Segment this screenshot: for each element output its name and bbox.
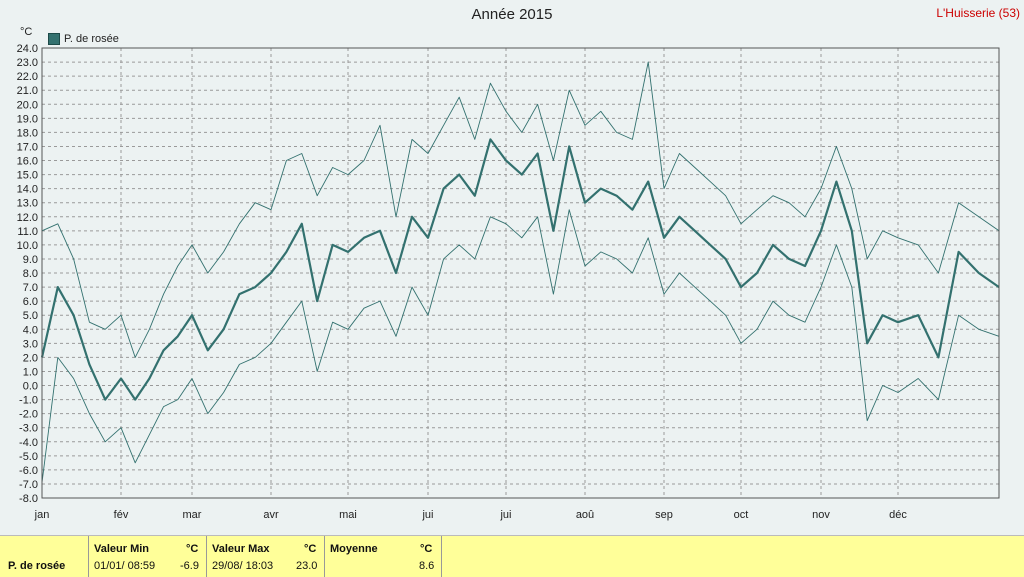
min-label: Valeur Min bbox=[94, 543, 150, 555]
x-tick-label: jan bbox=[34, 509, 50, 521]
x-axis-ticks: jan fév mar avr mai jui jui aoû sep oct nov déc bbox=[34, 509, 908, 521]
y-tick-label: 21.0 bbox=[17, 85, 38, 97]
chart-title: Année 2015 bbox=[471, 6, 553, 23]
stats-footer: P. de rosée Valeur Min °C 01/01/ 08:59 -… bbox=[0, 535, 1024, 577]
y-tick-label: -1.0 bbox=[19, 395, 38, 407]
x-tick-label: fév bbox=[114, 509, 129, 521]
y-tick-label: 12.0 bbox=[17, 212, 38, 224]
x-tick-label: jui bbox=[421, 509, 433, 521]
y-tick-label: 15.0 bbox=[17, 170, 38, 182]
y-tick-label: 10.0 bbox=[17, 240, 38, 252]
x-tick-label: déc bbox=[889, 509, 907, 521]
x-tick-label: oct bbox=[734, 509, 749, 521]
y-tick-label: -4.0 bbox=[19, 437, 38, 449]
y-tick-label: 11.0 bbox=[17, 226, 38, 238]
max-date: 29/08/ 18:03 bbox=[212, 560, 274, 572]
x-tick-label: jui bbox=[499, 509, 511, 521]
y-tick-label: 24.0 bbox=[17, 43, 38, 55]
footer-divider bbox=[88, 536, 89, 577]
legend-swatch bbox=[48, 33, 60, 45]
max-value: 23.0 bbox=[296, 560, 318, 572]
legend: P. de rosée bbox=[48, 33, 119, 45]
footer-divider bbox=[441, 536, 442, 577]
avg-unit: °C bbox=[420, 543, 433, 555]
x-tick-label: avr bbox=[263, 509, 279, 521]
avg-value: 8.6 bbox=[419, 560, 435, 572]
y-tick-label: 17.0 bbox=[17, 141, 38, 153]
avg-label: Moyenne bbox=[330, 543, 378, 555]
y-tick-label: -3.0 bbox=[19, 423, 38, 435]
x-tick-label: aoû bbox=[576, 509, 594, 521]
y-tick-label: 14.0 bbox=[17, 184, 38, 196]
y-tick-label: -7.0 bbox=[19, 479, 38, 491]
footer-divider bbox=[206, 536, 207, 577]
x-tick-label: sep bbox=[655, 509, 673, 521]
y-tick-label: 19.0 bbox=[17, 113, 38, 125]
y-tick-label: 1.0 bbox=[23, 366, 38, 378]
footer-series-label: P. de rosée bbox=[8, 560, 66, 572]
y-tick-label: 16.0 bbox=[17, 156, 38, 168]
y-tick-label: 0.0 bbox=[23, 381, 38, 393]
x-tick-label: mar bbox=[183, 509, 202, 521]
y-axis-ticks: -8.0 -7.0 -6.0 -5.0 -4.0 -3.0 -2.0 -1.0 0.0 1.0 2.… bbox=[17, 43, 38, 505]
x-tick-label: nov bbox=[812, 509, 830, 521]
min-date: 01/01/ 08:59 bbox=[94, 560, 156, 572]
y-tick-label: -5.0 bbox=[19, 451, 38, 463]
max-unit: °C bbox=[304, 543, 317, 555]
station-name: L'Huisserie (53) bbox=[936, 6, 1020, 20]
dew-point-chart: -8.0 -7.0 -6.0 -5.0 -4.0 -3.0 -2.0 -1.0 0.0 1.0 2.… bbox=[17, 43, 1000, 521]
legend-label: P. de rosée bbox=[64, 33, 119, 45]
min-value: -6.9 bbox=[180, 560, 199, 572]
y-tick-label: 23.0 bbox=[17, 57, 38, 69]
y-tick-label: 3.0 bbox=[23, 338, 38, 350]
series-lines bbox=[40, 61, 1000, 483]
y-tick-label: 5.0 bbox=[23, 310, 38, 322]
y-tick-label: 4.0 bbox=[23, 324, 38, 336]
y-tick-label: 2.0 bbox=[23, 352, 38, 364]
max-label: Valeur Max bbox=[212, 543, 270, 555]
y-tick-label: 7.0 bbox=[23, 282, 38, 294]
y-tick-label: 8.0 bbox=[23, 268, 38, 280]
y-tick-label: 13.0 bbox=[17, 198, 38, 210]
y-tick-label: -2.0 bbox=[19, 409, 38, 421]
y-tick-label: 20.0 bbox=[17, 99, 38, 111]
y-tick-label: 22.0 bbox=[17, 71, 38, 83]
y-tick-label: 9.0 bbox=[23, 254, 38, 266]
y-tick-label: 18.0 bbox=[17, 127, 38, 139]
y-tick-label: 6.0 bbox=[23, 296, 38, 308]
min-series-line bbox=[41, 209, 1000, 483]
max-series-line bbox=[41, 61, 1000, 358]
y-tick-label: -6.0 bbox=[19, 465, 38, 477]
footer-divider bbox=[324, 536, 325, 577]
grid bbox=[42, 47, 999, 499]
min-unit: °C bbox=[186, 543, 199, 555]
y-tick-label: -8.0 bbox=[19, 493, 38, 505]
dew-point-series-line bbox=[40, 138, 1000, 401]
plot-frame bbox=[41, 47, 1000, 499]
x-tick-label: mai bbox=[339, 509, 357, 521]
y-axis-unit: °C bbox=[20, 26, 33, 38]
